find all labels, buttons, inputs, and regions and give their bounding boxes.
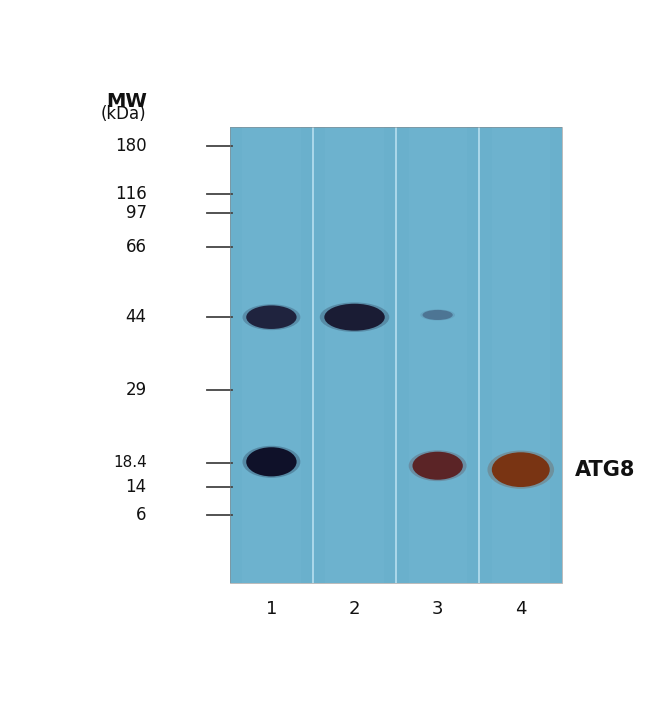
Ellipse shape: [324, 304, 385, 331]
Text: 1: 1: [266, 600, 277, 617]
Text: 14: 14: [125, 478, 147, 496]
Bar: [242, 127, 300, 583]
Text: 44: 44: [125, 308, 147, 326]
Ellipse shape: [422, 310, 453, 320]
Text: MW: MW: [106, 92, 147, 111]
Text: 2: 2: [349, 600, 360, 617]
Ellipse shape: [409, 451, 467, 481]
Text: 97: 97: [125, 205, 147, 223]
Ellipse shape: [242, 304, 300, 330]
Bar: [409, 127, 467, 583]
Text: (kDa): (kDa): [101, 106, 147, 123]
Bar: [230, 127, 562, 583]
Ellipse shape: [492, 452, 550, 487]
Bar: [230, 127, 562, 583]
Text: ATG8: ATG8: [575, 459, 635, 480]
Ellipse shape: [246, 447, 296, 476]
Text: 3: 3: [432, 600, 443, 617]
Ellipse shape: [246, 306, 296, 329]
Text: 180: 180: [115, 137, 147, 155]
Ellipse shape: [488, 451, 554, 488]
Text: 18.4: 18.4: [113, 456, 147, 470]
Text: 29: 29: [125, 381, 147, 399]
Bar: [326, 127, 383, 583]
Ellipse shape: [242, 446, 300, 478]
Text: 66: 66: [125, 238, 147, 256]
Text: 6: 6: [136, 506, 147, 524]
Ellipse shape: [421, 309, 455, 320]
Ellipse shape: [413, 451, 463, 480]
Text: 116: 116: [115, 185, 147, 203]
Text: 4: 4: [515, 600, 527, 617]
Bar: [491, 127, 550, 583]
Ellipse shape: [320, 302, 389, 332]
